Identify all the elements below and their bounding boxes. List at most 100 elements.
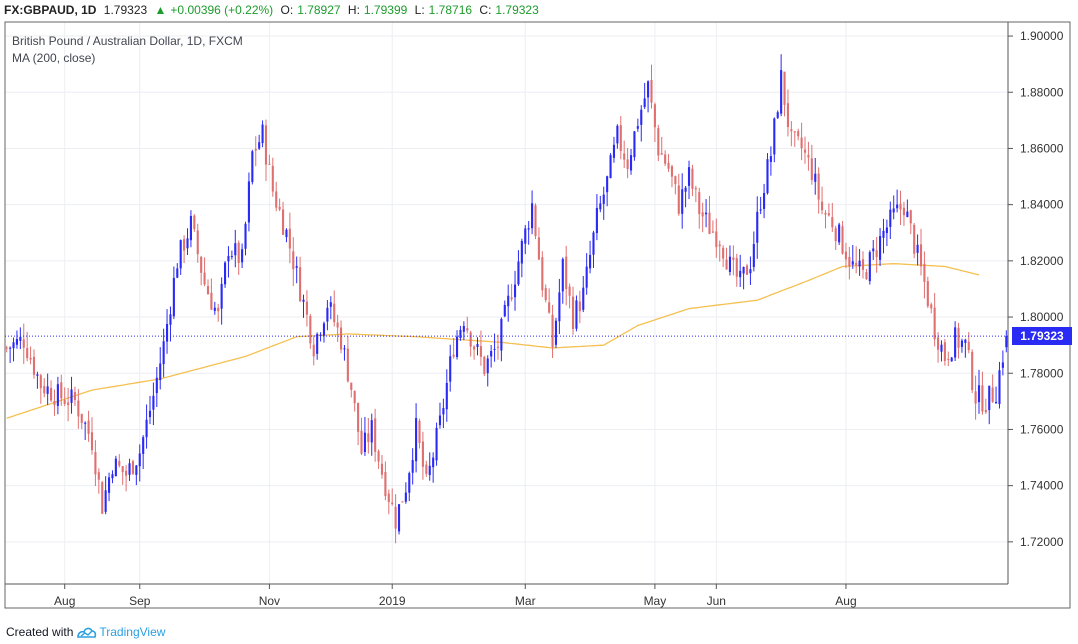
symbol-label[interactable]: FX:GBPAUD, 1D xyxy=(4,3,97,17)
candle-body xyxy=(162,341,165,365)
candle-body xyxy=(189,215,192,241)
candle xyxy=(1001,350,1004,376)
price-chart[interactable]: 1.72000 1.74000 1.76000 1.78000 1.80000 1.820… xyxy=(0,0,1078,620)
candle-body xyxy=(892,208,895,213)
candle-body xyxy=(84,422,87,424)
candle-body xyxy=(739,270,742,278)
open-value: 1.78927 xyxy=(297,3,341,17)
candle xyxy=(394,494,397,544)
candle-body xyxy=(217,307,220,312)
candle-body xyxy=(152,395,155,410)
candle-body xyxy=(950,357,953,362)
candle xyxy=(531,190,534,235)
candle-body xyxy=(135,465,138,475)
candle-body xyxy=(377,451,380,462)
candle xyxy=(896,189,899,213)
candle xyxy=(616,124,619,149)
candle-body xyxy=(664,154,667,164)
candle xyxy=(36,371,39,389)
candle xyxy=(848,247,851,280)
candle xyxy=(517,250,520,286)
high-value: 1.79399 xyxy=(363,3,408,17)
candle-body xyxy=(909,210,912,224)
candle xyxy=(855,246,858,274)
candle xyxy=(189,210,192,248)
candle-body xyxy=(241,249,244,263)
candle-body xyxy=(309,316,312,344)
candle xyxy=(520,238,523,278)
candle-body xyxy=(459,329,462,338)
candle-body xyxy=(193,215,196,230)
candle-body xyxy=(425,464,428,474)
candle-body xyxy=(797,131,800,137)
candle-body xyxy=(957,327,960,348)
tradingview-logo[interactable]: TradingView xyxy=(77,625,165,639)
candle-body xyxy=(234,243,237,256)
candle-body xyxy=(22,339,25,348)
candle xyxy=(732,245,735,276)
candle-body xyxy=(500,318,503,351)
candle xyxy=(943,339,946,366)
candle-body xyxy=(872,248,875,252)
candle xyxy=(370,413,373,456)
candle xyxy=(769,146,772,176)
candle-body xyxy=(107,477,111,493)
candle xyxy=(749,256,752,285)
candle xyxy=(507,284,510,322)
candle-body xyxy=(882,230,885,238)
candle-body xyxy=(176,268,179,278)
candle-body xyxy=(831,217,834,228)
candle-body xyxy=(776,112,779,118)
candle xyxy=(469,330,472,357)
candle xyxy=(155,367,158,408)
candle-body xyxy=(333,303,336,323)
candle-body xyxy=(281,209,285,235)
candle-body xyxy=(305,301,308,315)
indicator-label[interactable]: MA (200, close) xyxy=(12,51,96,65)
candle-body xyxy=(930,304,933,309)
candle-body xyxy=(745,265,749,275)
candle-body xyxy=(230,255,233,257)
candle-body xyxy=(981,385,984,412)
candle xyxy=(964,338,967,358)
candle xyxy=(148,395,152,425)
candle-body xyxy=(889,209,892,227)
y-tick-label: 1.72000 xyxy=(1020,535,1064,549)
candle-body xyxy=(125,470,128,476)
x-tick-label: Jun xyxy=(707,594,726,608)
candle xyxy=(527,221,530,245)
candle xyxy=(186,228,189,255)
y-tick-label: 1.88000 xyxy=(1020,85,1064,99)
candle xyxy=(172,266,175,320)
candle xyxy=(571,286,575,335)
candle xyxy=(145,404,148,449)
candle-body xyxy=(677,185,680,214)
open-label: O: xyxy=(280,3,294,17)
candle xyxy=(462,321,465,341)
candle xyxy=(449,344,452,392)
candle-body xyxy=(684,187,687,192)
candle-body xyxy=(94,452,97,475)
candle xyxy=(165,309,169,354)
candle-body xyxy=(421,441,424,467)
candle-body xyxy=(595,207,598,234)
candle xyxy=(268,154,271,165)
candle-body xyxy=(445,382,448,410)
candle-body xyxy=(247,181,250,223)
candle-body xyxy=(817,173,820,200)
candle-body xyxy=(636,126,639,129)
candle xyxy=(19,327,22,350)
candle-body xyxy=(312,344,315,357)
candle xyxy=(380,455,384,479)
candle-body xyxy=(138,453,141,467)
candle xyxy=(715,218,718,258)
candle xyxy=(681,173,684,229)
candle-body xyxy=(623,153,626,160)
candle-body xyxy=(449,356,452,382)
candle xyxy=(459,325,462,341)
candle-body xyxy=(227,256,230,262)
candle-body xyxy=(43,386,46,394)
candle xyxy=(360,417,363,456)
candle xyxy=(554,317,558,348)
candle xyxy=(991,374,994,403)
